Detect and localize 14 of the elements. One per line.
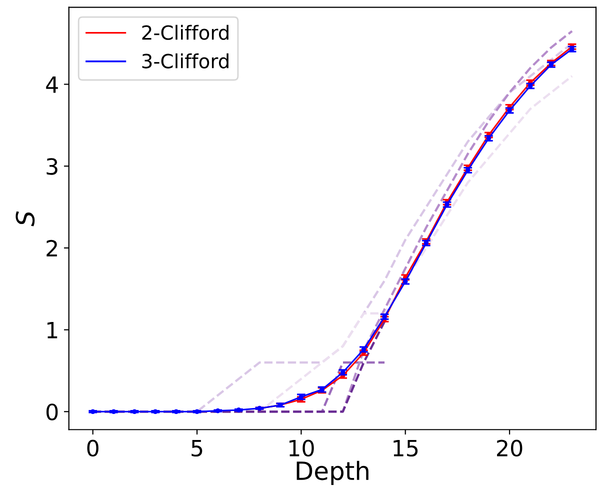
legend-label: 3-Clifford — [142, 53, 228, 68]
y-tick-label: 0 — [46, 404, 58, 420]
y-tick-label: 3 — [46, 158, 58, 175]
x-axis-title: Depth — [296, 460, 368, 486]
x-tick-label: 15 — [394, 440, 418, 457]
y-axis-title: S — [16, 211, 35, 226]
x-tick-label: 5 — [192, 440, 202, 457]
x-tick-label: 20 — [497, 440, 522, 457]
y-tick-label: 2 — [46, 240, 57, 256]
y-tick-label: 1 — [47, 322, 58, 338]
y-tick-label: 4 — [46, 76, 58, 93]
legend-label: 2-Clifford — [142, 24, 228, 40]
x-tick-label: 0 — [87, 440, 98, 457]
x-tick-label: 10 — [289, 440, 314, 457]
